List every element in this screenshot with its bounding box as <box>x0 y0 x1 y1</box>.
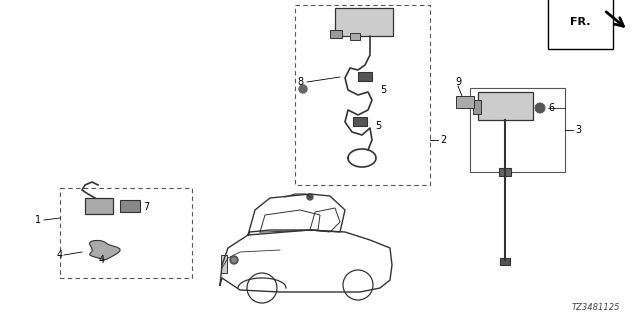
FancyBboxPatch shape <box>85 198 113 214</box>
Text: 5: 5 <box>375 121 381 131</box>
Text: 8: 8 <box>297 77 303 87</box>
Bar <box>60 188 192 278</box>
Text: FR.: FR. <box>570 17 591 27</box>
Text: 4: 4 <box>99 255 105 265</box>
Text: 4: 4 <box>57 250 63 260</box>
FancyBboxPatch shape <box>335 8 393 36</box>
FancyBboxPatch shape <box>456 96 474 108</box>
Circle shape <box>232 258 236 262</box>
FancyBboxPatch shape <box>473 100 481 114</box>
Text: 5: 5 <box>380 85 387 95</box>
Text: 7: 7 <box>143 202 149 212</box>
FancyBboxPatch shape <box>221 255 227 273</box>
FancyBboxPatch shape <box>500 258 510 265</box>
FancyBboxPatch shape <box>478 92 533 120</box>
FancyBboxPatch shape <box>358 72 372 81</box>
Text: 6: 6 <box>548 103 554 113</box>
Polygon shape <box>248 194 345 235</box>
Polygon shape <box>90 240 120 260</box>
Circle shape <box>230 256 238 264</box>
Circle shape <box>307 194 313 200</box>
Text: 9: 9 <box>455 77 461 87</box>
Polygon shape <box>220 230 392 292</box>
Text: 1: 1 <box>35 215 41 225</box>
Text: 3: 3 <box>575 125 581 135</box>
FancyBboxPatch shape <box>330 30 342 38</box>
FancyBboxPatch shape <box>353 117 367 126</box>
Text: TZ3481125: TZ3481125 <box>572 303 620 312</box>
Circle shape <box>299 85 307 93</box>
FancyBboxPatch shape <box>350 33 360 40</box>
Bar <box>470 88 565 172</box>
FancyBboxPatch shape <box>120 200 140 212</box>
Text: 2: 2 <box>440 135 446 145</box>
Circle shape <box>535 103 545 113</box>
Bar <box>295 5 430 185</box>
FancyBboxPatch shape <box>499 168 511 176</box>
